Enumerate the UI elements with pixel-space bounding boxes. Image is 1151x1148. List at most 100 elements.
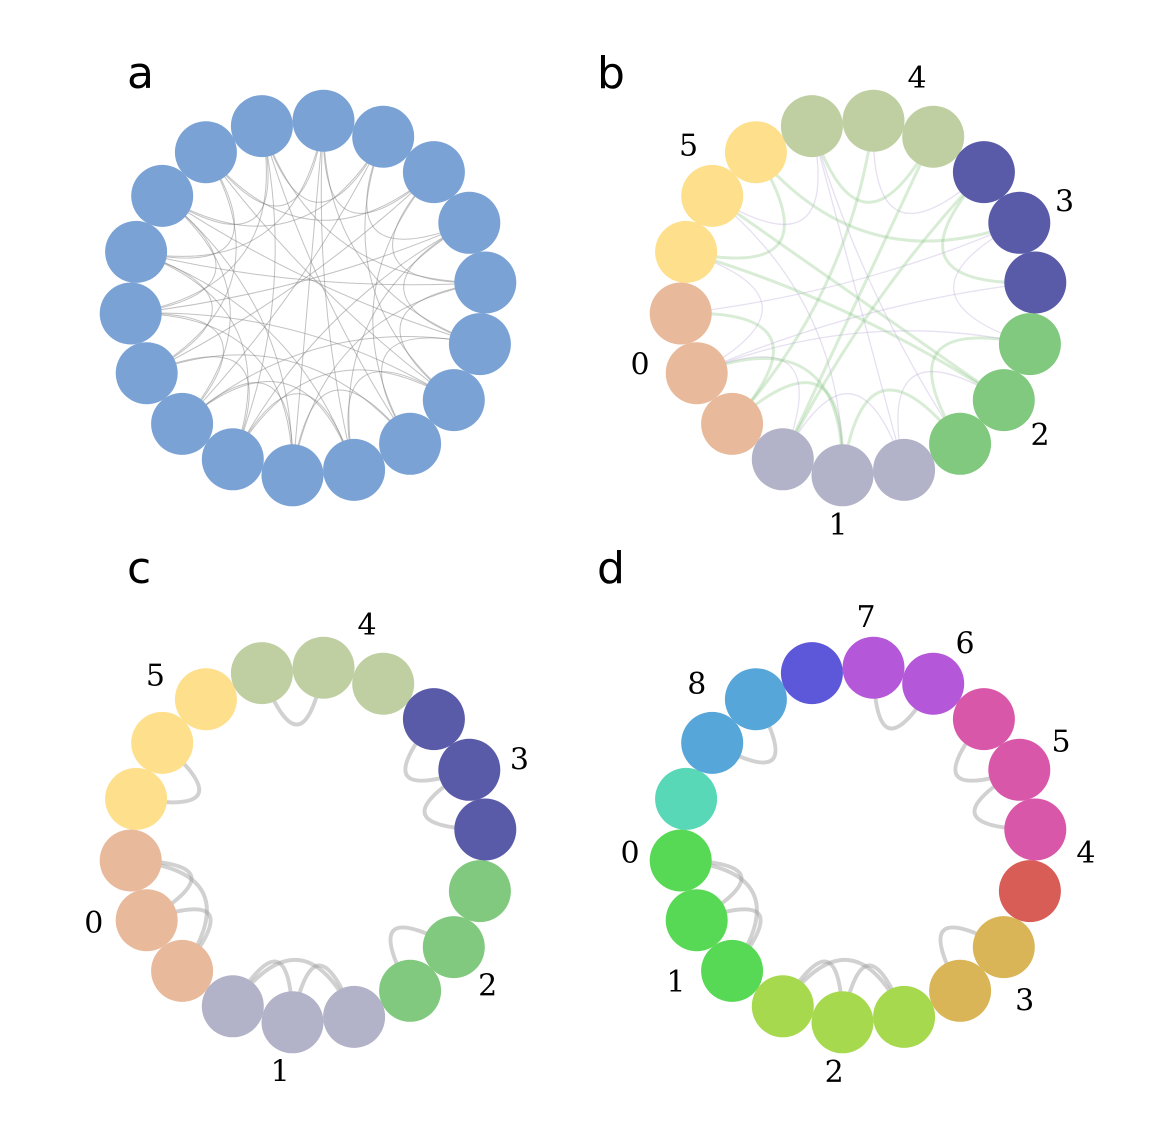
panel-b-edges (679, 119, 1037, 477)
edge (754, 150, 1021, 243)
node (972, 369, 1035, 432)
panel-a-edges (130, 120, 486, 476)
node (292, 89, 355, 152)
edge (146, 151, 237, 374)
edge (684, 250, 1006, 402)
node (929, 412, 992, 475)
node (972, 916, 1035, 979)
node (174, 668, 237, 731)
group-label: 0 (621, 836, 640, 871)
group-label: 6 (955, 627, 974, 662)
edge (841, 388, 962, 477)
node (261, 444, 324, 507)
edge (205, 151, 435, 221)
node (151, 939, 214, 1002)
node (454, 798, 517, 861)
group-label: 3 (510, 743, 529, 778)
panel-letter-a: a (127, 48, 154, 99)
node (724, 121, 787, 184)
edge (161, 195, 294, 476)
group-label: 2 (825, 1055, 844, 1090)
node (105, 767, 168, 830)
node (99, 282, 162, 345)
node (454, 251, 517, 314)
node (261, 991, 324, 1054)
node (115, 342, 178, 405)
node (751, 975, 814, 1038)
group-label: 1 (271, 1054, 290, 1089)
group-label: 1 (829, 508, 848, 543)
edge (135, 251, 249, 460)
node (929, 959, 992, 1022)
edge (364, 136, 455, 401)
panel-letter-d: d (597, 543, 625, 594)
panel-c: c 4 3 2 1 0 5 (84, 543, 529, 1089)
edge (781, 135, 935, 461)
panel-letter-c: c (127, 543, 151, 594)
node (902, 652, 965, 715)
edge (680, 222, 1020, 315)
edge (205, 151, 455, 401)
edge (130, 125, 267, 314)
edge (146, 354, 411, 445)
node (902, 105, 965, 168)
edge (130, 312, 455, 401)
edge (135, 251, 213, 374)
edge (348, 222, 470, 471)
edge (232, 369, 455, 460)
edge (161, 136, 384, 227)
edge (161, 195, 481, 345)
edge (135, 251, 355, 471)
edge (710, 194, 1006, 402)
node (99, 829, 162, 892)
edge (135, 251, 486, 286)
edge (261, 125, 411, 445)
edge (232, 125, 276, 460)
group-label: 0 (630, 348, 649, 383)
edge (711, 195, 844, 476)
edge (322, 120, 435, 214)
node (811, 991, 874, 1054)
edge (130, 312, 294, 476)
edge (181, 381, 355, 471)
node (105, 220, 168, 283)
edge (130, 222, 470, 314)
edge (261, 125, 384, 203)
panel-d-group-labels: 7 6 5 4 3 2 1 0 8 (621, 600, 1096, 1090)
node (174, 121, 237, 184)
node (952, 141, 1015, 204)
node (230, 642, 293, 705)
node (292, 636, 355, 699)
node (323, 438, 386, 501)
node (402, 688, 465, 751)
edge (811, 125, 961, 445)
node (151, 392, 214, 455)
node (649, 282, 712, 345)
node (115, 889, 178, 952)
edge (181, 336, 481, 425)
edge (392, 171, 486, 284)
edge (696, 330, 1031, 374)
edge (205, 120, 324, 207)
group-label: 3 (1055, 185, 1074, 220)
node (842, 636, 905, 699)
edge (135, 151, 235, 259)
node (352, 652, 415, 715)
panel-d: d 7 6 5 4 3 2 1 0 8 (597, 543, 1095, 1090)
node (780, 95, 843, 158)
node (780, 642, 843, 705)
edge (320, 120, 355, 471)
edge (897, 371, 1005, 471)
node (842, 89, 905, 152)
edge (872, 120, 985, 214)
node (998, 860, 1061, 923)
group-label: 5 (679, 128, 698, 163)
edge (181, 382, 294, 476)
panel-b-group-labels: 4 3 2 1 0 5 (630, 61, 1074, 543)
edge (146, 171, 435, 374)
edge (366, 136, 470, 240)
node (649, 829, 712, 892)
edge (322, 120, 481, 345)
edge (130, 312, 224, 425)
